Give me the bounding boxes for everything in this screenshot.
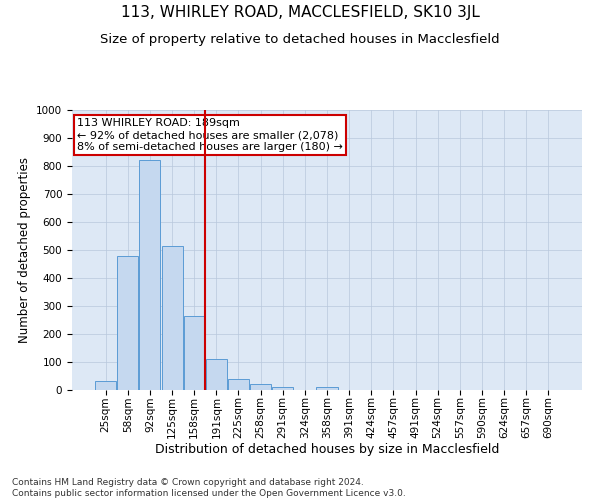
Bar — [161, 246, 182, 390]
Bar — [139, 160, 160, 390]
Text: 113 WHIRLEY ROAD: 189sqm
← 92% of detached houses are smaller (2,078)
8% of semi: 113 WHIRLEY ROAD: 189sqm ← 92% of detach… — [77, 118, 343, 152]
Text: Size of property relative to detached houses in Macclesfield: Size of property relative to detached ho… — [100, 32, 500, 46]
Bar — [228, 379, 249, 390]
Y-axis label: Number of detached properties: Number of detached properties — [17, 157, 31, 343]
Bar — [184, 316, 205, 390]
Text: Contains HM Land Registry data © Crown copyright and database right 2024.
Contai: Contains HM Land Registry data © Crown c… — [12, 478, 406, 498]
Text: Distribution of detached houses by size in Macclesfield: Distribution of detached houses by size … — [155, 442, 499, 456]
Bar — [118, 256, 139, 390]
Bar — [206, 359, 227, 390]
Bar — [250, 384, 271, 390]
Bar — [95, 381, 116, 390]
Bar — [316, 387, 338, 390]
Text: 113, WHIRLEY ROAD, MACCLESFIELD, SK10 3JL: 113, WHIRLEY ROAD, MACCLESFIELD, SK10 3J… — [121, 5, 479, 20]
Bar — [272, 386, 293, 390]
